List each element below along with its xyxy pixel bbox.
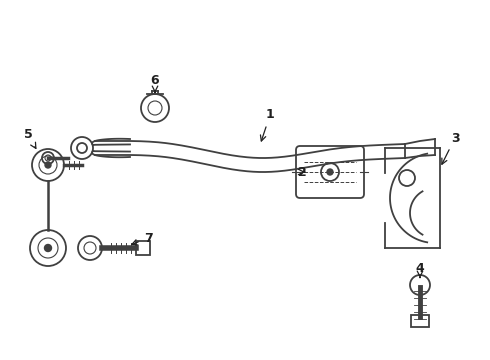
Text: 5: 5: [24, 129, 36, 148]
Circle shape: [45, 244, 51, 252]
Text: 1: 1: [261, 108, 274, 141]
Text: 7: 7: [132, 231, 152, 245]
Circle shape: [45, 162, 51, 168]
Text: 6: 6: [151, 73, 159, 92]
Text: 2: 2: [297, 166, 306, 179]
Text: 4: 4: [416, 261, 424, 277]
Circle shape: [327, 169, 333, 175]
Text: 3: 3: [442, 131, 459, 164]
